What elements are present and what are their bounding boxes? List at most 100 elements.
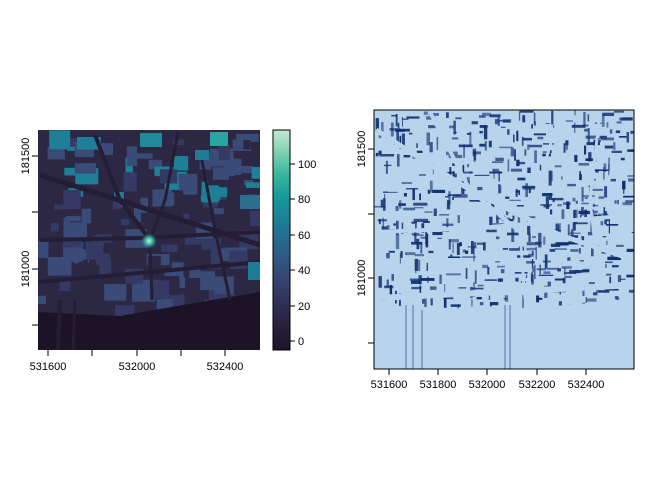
building-shadow xyxy=(426,116,436,120)
building-shadow xyxy=(579,174,582,181)
building-shadow xyxy=(430,297,433,306)
building-shadow xyxy=(498,119,510,122)
building-shadow xyxy=(428,125,437,129)
building-shadow xyxy=(585,296,587,303)
building-shadow xyxy=(544,254,548,269)
building-shadow xyxy=(547,281,551,289)
building-shadow xyxy=(611,265,619,268)
building-shadow xyxy=(389,285,393,300)
building-shadow xyxy=(457,215,460,223)
building-shadow xyxy=(604,288,619,291)
building-block xyxy=(89,250,100,260)
building-shadow xyxy=(558,224,560,233)
building-shadow xyxy=(593,169,609,171)
building-shadow xyxy=(535,247,537,260)
building-shadow xyxy=(455,117,462,120)
building-shadow xyxy=(528,144,542,148)
building-shadow xyxy=(542,193,553,197)
building-shadow xyxy=(542,151,548,153)
building-block xyxy=(78,259,88,267)
building-shadow xyxy=(446,112,449,118)
building-shadow xyxy=(391,274,394,281)
building-shadow xyxy=(574,155,578,162)
building-shadow xyxy=(403,193,407,197)
building-shadow xyxy=(453,120,456,135)
building-shadow xyxy=(578,163,590,166)
building-shadow xyxy=(567,183,576,187)
building-block xyxy=(200,271,215,291)
building-shadow xyxy=(379,218,381,225)
building-block xyxy=(236,133,259,142)
building-block xyxy=(38,153,52,159)
building-shadow xyxy=(479,131,483,134)
building-shadow xyxy=(484,141,487,151)
building-shadow xyxy=(425,233,429,248)
building-shadow xyxy=(507,129,510,135)
building-shadow xyxy=(462,249,466,253)
building-shadow xyxy=(600,221,604,226)
building-block xyxy=(112,201,121,210)
building-shadow xyxy=(574,122,576,133)
building-shadow xyxy=(484,279,498,281)
building-shadow xyxy=(602,112,615,116)
building-shadow xyxy=(531,267,535,273)
legend-tick-label: 100 xyxy=(298,159,316,171)
building-shadow xyxy=(553,125,555,129)
building-shadow xyxy=(483,125,488,140)
building-block xyxy=(178,174,190,191)
building-shadow xyxy=(551,110,554,125)
building-shadow xyxy=(375,152,379,157)
building-shadow xyxy=(582,268,590,272)
building-shadow xyxy=(574,209,578,224)
building-shadow xyxy=(397,122,400,128)
building-shadow xyxy=(489,216,493,226)
building-shadow xyxy=(399,135,402,149)
building-shadow xyxy=(479,125,488,128)
building-shadow xyxy=(537,136,544,140)
building-shadow xyxy=(617,199,619,205)
building-shadow xyxy=(587,114,590,122)
building-shadow xyxy=(527,167,531,173)
building-shadow xyxy=(488,140,492,148)
building-block xyxy=(162,294,185,306)
building-shadow xyxy=(383,198,386,211)
building-block xyxy=(232,139,252,151)
building-block xyxy=(64,167,82,176)
building-shadow xyxy=(424,211,433,213)
building-shadow xyxy=(403,207,416,211)
tallest-building-hotspot xyxy=(141,233,157,249)
building-block xyxy=(81,208,92,224)
building-shadow xyxy=(429,286,437,290)
right-x-tick-label: 532000 xyxy=(469,379,506,391)
building-block xyxy=(208,288,217,307)
building-shadow xyxy=(579,171,581,175)
building-shadow xyxy=(391,114,398,117)
building-shadow xyxy=(401,182,412,184)
building-shadow xyxy=(444,284,446,296)
building-shadow xyxy=(525,274,528,278)
building-shadow xyxy=(608,164,610,176)
building-shadow xyxy=(410,280,421,284)
building-shadow xyxy=(597,137,600,142)
building-shadow xyxy=(462,164,465,174)
building-shadow xyxy=(437,237,442,239)
right-y-tick-label: 181000 xyxy=(356,260,368,297)
building-shadow xyxy=(448,256,461,258)
building-shadow xyxy=(414,254,424,257)
building-shadow xyxy=(517,255,531,258)
tall-building xyxy=(195,150,209,160)
building-shadow xyxy=(570,229,574,236)
building-block xyxy=(156,298,173,309)
building-block xyxy=(123,172,137,192)
building-shadow xyxy=(511,168,522,172)
building-shadow xyxy=(509,248,524,251)
building-shadow xyxy=(403,155,411,158)
building-shadow xyxy=(447,194,462,197)
building-shadow xyxy=(602,236,607,238)
building-shadow xyxy=(555,222,558,233)
building-block xyxy=(104,284,127,301)
building-shadow xyxy=(574,222,588,225)
building-shadow xyxy=(627,149,634,152)
building-shadow xyxy=(550,209,553,215)
building-shadow xyxy=(581,187,584,202)
